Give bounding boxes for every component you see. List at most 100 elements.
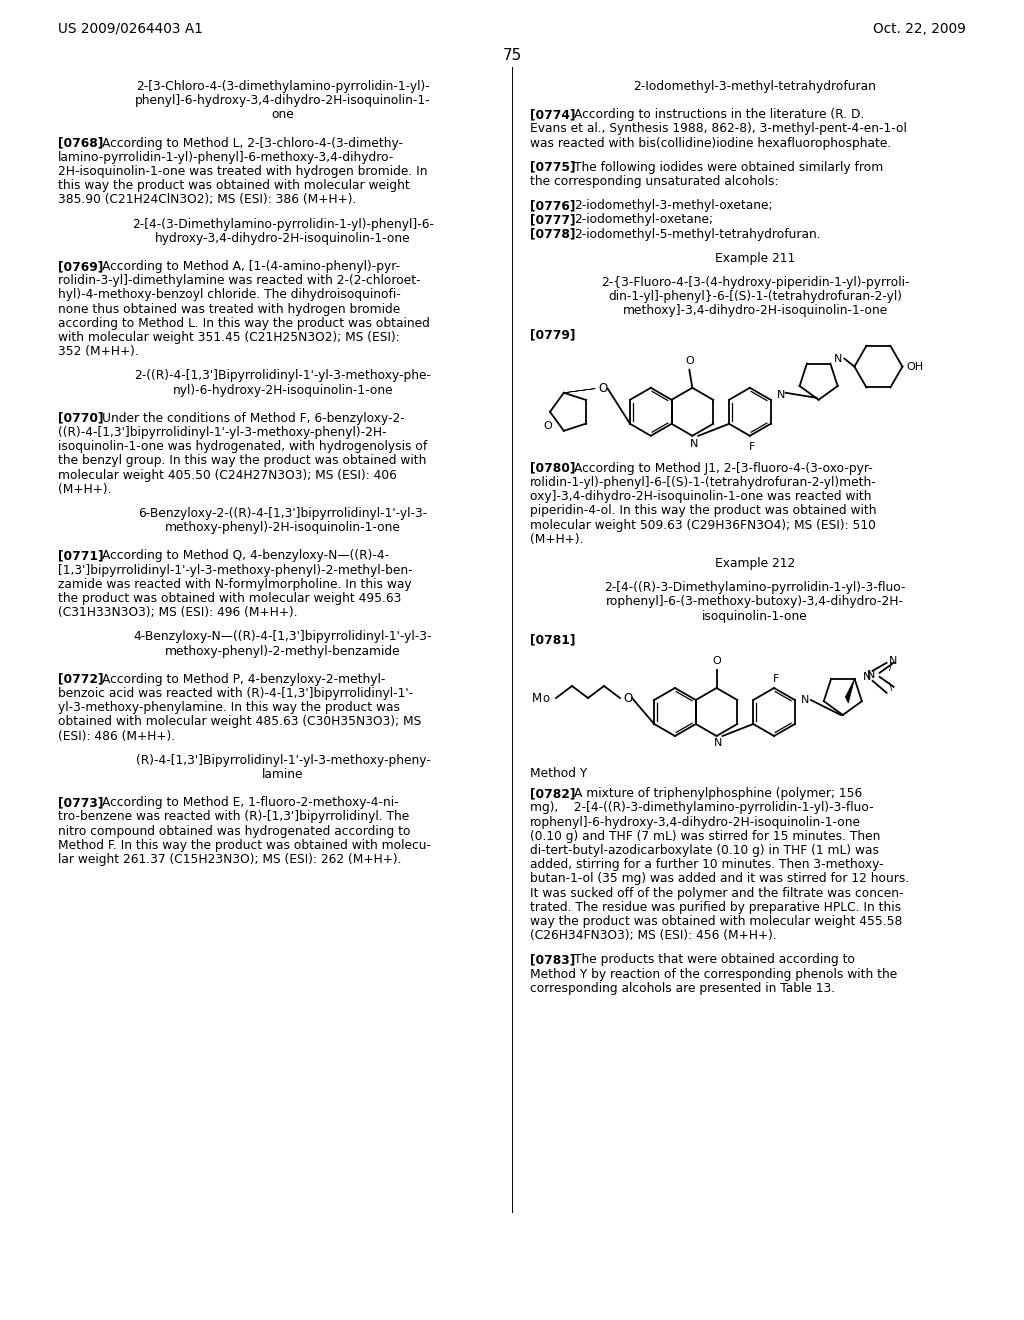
Text: (R)-4-[1,3']Bipyrrolidinyl-1'-yl-3-methoxy-pheny-: (R)-4-[1,3']Bipyrrolidinyl-1'-yl-3-metho…: [135, 754, 430, 767]
Text: one: one: [271, 108, 294, 121]
Text: According to Method E, 1-fluoro-2-methoxy-4-ni-: According to Method E, 1-fluoro-2-methox…: [102, 796, 398, 809]
Text: N: N: [835, 354, 843, 363]
Text: N: N: [889, 656, 897, 665]
Text: with molecular weight 351.45 (C21H25N3O2); MS (ESI):: with molecular weight 351.45 (C21H25N3O2…: [58, 331, 399, 345]
Text: [0779]: [0779]: [530, 329, 575, 342]
Text: this way the product was obtained with molecular weight: this way the product was obtained with m…: [58, 180, 410, 193]
Text: [0774]: [0774]: [530, 108, 575, 121]
Text: obtained with molecular weight 485.63 (C30H35N3O3); MS: obtained with molecular weight 485.63 (C…: [58, 715, 421, 729]
Text: O: O: [685, 356, 693, 366]
Text: phenyl]-6-hydroxy-3,4-dihydro-2H-isoquinolin-1-: phenyl]-6-hydroxy-3,4-dihydro-2H-isoquin…: [135, 94, 431, 107]
Text: N: N: [715, 738, 723, 748]
Text: isoquinolin-1-one: isoquinolin-1-one: [702, 610, 808, 623]
Text: Under the conditions of Method F, 6-benzyloxy-2-: Under the conditions of Method F, 6-benz…: [102, 412, 404, 425]
Text: The following iodides were obtained similarly from: The following iodides were obtained simi…: [574, 161, 884, 174]
Text: lamino-pyrrolidin-1-yl)-phenyl]-6-methoxy-3,4-dihydro-: lamino-pyrrolidin-1-yl)-phenyl]-6-methox…: [58, 150, 394, 164]
Text: (C31H33N3O3); MS (ESI): 496 (M+H+).: (C31H33N3O3); MS (ESI): 496 (M+H+).: [58, 606, 298, 619]
Text: [0769]: [0769]: [58, 260, 103, 273]
Text: (0.10 g) and THF (7 mL) was stirred for 15 minutes. Then: (0.10 g) and THF (7 mL) was stirred for …: [530, 830, 881, 842]
Text: di-tert-butyl-azodicarboxylate (0.10 g) in THF (1 mL) was: di-tert-butyl-azodicarboxylate (0.10 g) …: [530, 843, 879, 857]
Text: (C26H34FN3O3); MS (ESI): 456 (M+H+).: (C26H34FN3O3); MS (ESI): 456 (M+H+).: [530, 929, 777, 942]
Text: 2-[4-((R)-3-Dimethylamino-pyrrolidin-1-yl)-3-fluo-: 2-[4-((R)-3-Dimethylamino-pyrrolidin-1-y…: [604, 581, 906, 594]
Text: /: /: [889, 661, 892, 672]
Text: [0780]: [0780]: [530, 462, 575, 475]
Text: (ESI): 486 (M+H+).: (ESI): 486 (M+H+).: [58, 730, 175, 743]
Text: was reacted with bis(collidine)iodine hexafluorophosphate.: was reacted with bis(collidine)iodine he…: [530, 136, 891, 149]
Text: the benzyl group. In this way the product was obtained with: the benzyl group. In this way the produc…: [58, 454, 426, 467]
Text: 2-iodomethyl-5-methyl-tetrahydrofuran.: 2-iodomethyl-5-methyl-tetrahydrofuran.: [574, 227, 820, 240]
Text: \: \: [889, 682, 892, 692]
Text: F: F: [749, 442, 755, 451]
Text: Method Y: Method Y: [530, 767, 587, 780]
Text: butan-1-ol (35 mg) was added and it was stirred for 12 hours.: butan-1-ol (35 mg) was added and it was …: [530, 873, 909, 886]
Text: the product was obtained with molecular weight 495.63: the product was obtained with molecular …: [58, 591, 401, 605]
Text: [0778]: [0778]: [530, 227, 575, 240]
Text: din-1-yl]-phenyl}-6-[(S)-1-(tetrahydrofuran-2-yl): din-1-yl]-phenyl}-6-[(S)-1-(tetrahydrofu…: [608, 290, 902, 304]
Text: 2-iodomethyl-3-methyl-oxetane;: 2-iodomethyl-3-methyl-oxetane;: [574, 199, 772, 213]
Text: molecular weight 509.63 (C29H36FN3O4); MS (ESI): 510: molecular weight 509.63 (C29H36FN3O4); M…: [530, 519, 876, 532]
Text: According to Method L, 2-[3-chloro-4-(3-dimethy-: According to Method L, 2-[3-chloro-4-(3-…: [102, 136, 403, 149]
Text: hydroxy-3,4-dihydro-2H-isoquinolin-1-one: hydroxy-3,4-dihydro-2H-isoquinolin-1-one: [156, 232, 411, 244]
Text: 4-Benzyloxy-N—((R)-4-[1,3']bipyrrolidinyl-1'-yl-3-: 4-Benzyloxy-N—((R)-4-[1,3']bipyrrolidiny…: [134, 631, 432, 643]
Text: trated. The residue was purified by preparative HPLC. In this: trated. The residue was purified by prep…: [530, 900, 901, 913]
Text: N: N: [801, 696, 809, 705]
Polygon shape: [564, 388, 595, 393]
Text: It was sucked off of the polymer and the filtrate was concen-: It was sucked off of the polymer and the…: [530, 887, 903, 900]
Text: N: N: [862, 672, 870, 682]
Text: added, stirring for a further 10 minutes. Then 3-methoxy-: added, stirring for a further 10 minutes…: [530, 858, 884, 871]
Text: tro-benzene was reacted with (R)-[1,3']bipyrrolidinyl. The: tro-benzene was reacted with (R)-[1,3']b…: [58, 810, 410, 824]
Text: Oct. 22, 2009: Oct. 22, 2009: [873, 22, 966, 36]
Text: 2H-isoquinolin-1-one was treated with hydrogen bromide. In: 2H-isoquinolin-1-one was treated with hy…: [58, 165, 427, 178]
Text: Evans et al., Synthesis 1988, 862-8), 3-methyl-pent-4-en-1-ol: Evans et al., Synthesis 1988, 862-8), 3-…: [530, 123, 907, 136]
Text: [0770]: [0770]: [58, 412, 103, 425]
Text: F: F: [773, 675, 779, 684]
Text: [0782]: [0782]: [530, 787, 575, 800]
Text: benzoic acid was reacted with (R)-4-[1,3']bipyrrolidinyl-1'-: benzoic acid was reacted with (R)-4-[1,3…: [58, 686, 413, 700]
Text: [1,3']bipyrrolidinyl-1'-yl-3-methoxy-phenyl)-2-methyl-ben-: [1,3']bipyrrolidinyl-1'-yl-3-methoxy-phe…: [58, 564, 413, 577]
Text: N: N: [866, 669, 874, 680]
Text: [0771]: [0771]: [58, 549, 103, 562]
Text: 6-Benzyloxy-2-((R)-4-[1,3']bipyrrolidinyl-1'-yl-3-: 6-Benzyloxy-2-((R)-4-[1,3']bipyrrolidiny…: [138, 507, 428, 520]
Text: rolidin-3-yl]-dimethylamine was reacted with 2-(2-chloroet-: rolidin-3-yl]-dimethylamine was reacted …: [58, 275, 421, 288]
Text: 2-((R)-4-[1,3']Bipyrrolidinyl-1'-yl-3-methoxy-phe-: 2-((R)-4-[1,3']Bipyrrolidinyl-1'-yl-3-me…: [134, 370, 431, 383]
Text: 2-{3-Fluoro-4-[3-(4-hydroxy-piperidin-1-yl)-pyrroli-: 2-{3-Fluoro-4-[3-(4-hydroxy-piperidin-1-…: [601, 276, 909, 289]
Text: A mixture of triphenylphosphine (polymer; 156: A mixture of triphenylphosphine (polymer…: [574, 787, 862, 800]
Text: O: O: [599, 383, 608, 395]
Text: [0768]: [0768]: [58, 136, 103, 149]
Text: o: o: [542, 692, 549, 705]
Text: lamine: lamine: [262, 768, 304, 781]
Text: oxy]-3,4-dihydro-2H-isoquinolin-1-one was reacted with: oxy]-3,4-dihydro-2H-isoquinolin-1-one wa…: [530, 490, 871, 503]
Text: O: O: [712, 656, 721, 667]
Text: According to Method A, [1-(4-amino-phenyl)-pyr-: According to Method A, [1-(4-amino-pheny…: [102, 260, 400, 273]
Text: The products that were obtained according to: The products that were obtained accordin…: [574, 953, 855, 966]
Text: According to Method P, 4-benzyloxy-2-methyl-: According to Method P, 4-benzyloxy-2-met…: [102, 673, 385, 686]
Text: way the product was obtained with molecular weight 455.58: way the product was obtained with molecu…: [530, 915, 902, 928]
Text: lar weight 261.37 (C15H23N3O); MS (ESI): 262 (M+H+).: lar weight 261.37 (C15H23N3O); MS (ESI):…: [58, 853, 401, 866]
Text: isoquinolin-1-one was hydrogenated, with hydrogenolysis of: isoquinolin-1-one was hydrogenated, with…: [58, 440, 427, 453]
Text: (M+H+).: (M+H+).: [530, 533, 584, 545]
Text: According to Method Q, 4-benzyloxy-N—((R)-4-: According to Method Q, 4-benzyloxy-N—((R…: [102, 549, 389, 562]
Text: US 2009/0264403 A1: US 2009/0264403 A1: [58, 22, 203, 36]
Text: piperidin-4-ol. In this way the product was obtained with: piperidin-4-ol. In this way the product …: [530, 504, 877, 517]
Text: [0783]: [0783]: [530, 953, 575, 966]
Text: the corresponding unsaturated alcohols:: the corresponding unsaturated alcohols:: [530, 176, 778, 187]
Text: corresponding alcohols are presented in Table 13.: corresponding alcohols are presented in …: [530, 982, 836, 995]
Text: [0775]: [0775]: [530, 161, 575, 174]
Text: 75: 75: [503, 48, 521, 63]
Text: 2-Iodomethyl-3-methyl-tetrahydrofuran: 2-Iodomethyl-3-methyl-tetrahydrofuran: [634, 81, 877, 92]
Text: molecular weight 405.50 (C24H27N3O3); MS (ESI): 406: molecular weight 405.50 (C24H27N3O3); MS…: [58, 469, 397, 482]
Text: [0772]: [0772]: [58, 673, 103, 686]
Text: rophenyl]-6-(3-methoxy-butoxy)-3,4-dihydro-2H-: rophenyl]-6-(3-methoxy-butoxy)-3,4-dihyd…: [606, 595, 904, 609]
Text: Method F. In this way the product was obtained with molecu-: Method F. In this way the product was ob…: [58, 838, 431, 851]
Text: ((R)-4-[1,3']bipyrrolidinyl-1'-yl-3-methoxy-phenyl)-2H-: ((R)-4-[1,3']bipyrrolidinyl-1'-yl-3-meth…: [58, 426, 387, 440]
Text: nyl)-6-hydroxy-2H-isoquinolin-1-one: nyl)-6-hydroxy-2H-isoquinolin-1-one: [173, 384, 393, 396]
Text: (M+H+).: (M+H+).: [58, 483, 112, 496]
Text: [0773]: [0773]: [58, 796, 103, 809]
Text: [0777]: [0777]: [530, 214, 575, 227]
Text: rolidin-1-yl)-phenyl]-6-[(S)-1-(tetrahydrofuran-2-yl)meth-: rolidin-1-yl)-phenyl]-6-[(S)-1-(tetrahyd…: [530, 477, 877, 488]
Text: [0776]: [0776]: [530, 199, 575, 213]
Text: OH: OH: [906, 362, 924, 372]
Text: 352 (M+H+).: 352 (M+H+).: [58, 346, 138, 358]
Text: 2-[4-(3-Dimethylamino-pyrrolidin-1-yl)-phenyl]-6-: 2-[4-(3-Dimethylamino-pyrrolidin-1-yl)-p…: [132, 218, 434, 231]
Text: M: M: [532, 692, 542, 705]
